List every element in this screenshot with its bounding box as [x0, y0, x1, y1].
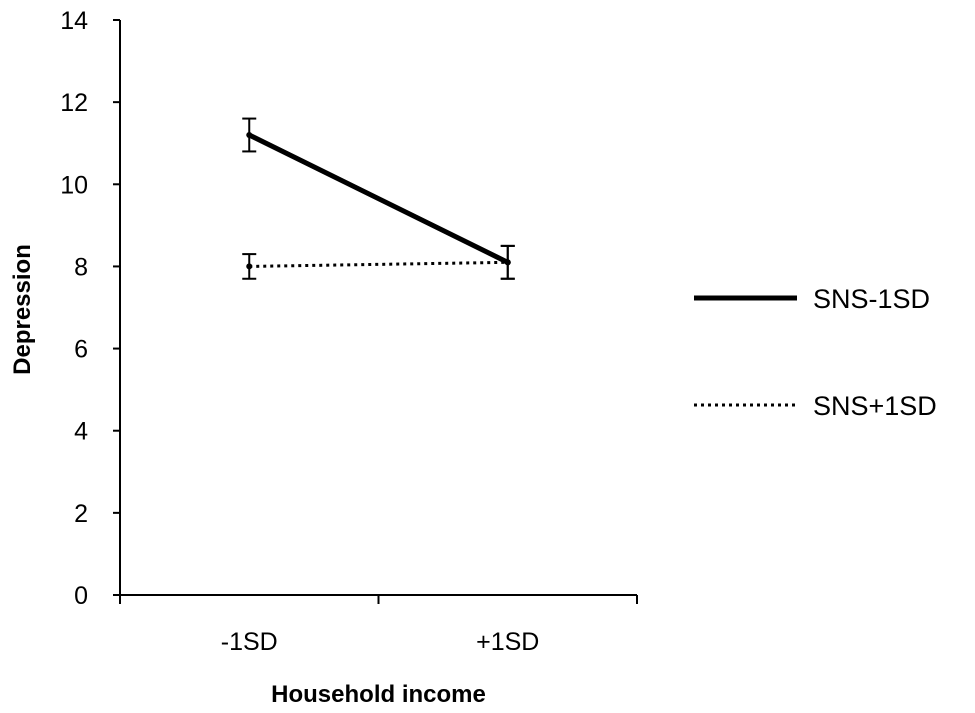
legend-label: SNS-1SD [813, 284, 930, 314]
data-point [246, 263, 253, 270]
series-1 [242, 117, 515, 280]
series-layer [242, 117, 515, 280]
axes [119, 20, 637, 596]
x-tick-label: -1SD [221, 628, 278, 656]
series-2 [242, 244, 515, 280]
series-line [248, 132, 509, 265]
data-point [504, 259, 511, 266]
y-tick-label: 6 [74, 336, 88, 364]
x-axis-title: Household income [271, 681, 486, 708]
legend: SNS-1SD SNS+1SD [694, 284, 937, 421]
x-axis-ticks: -1SD +1SD [119, 595, 638, 656]
y-tick-label: 2 [74, 500, 88, 528]
y-tick-label: 14 [60, 7, 88, 35]
y-tick-label: 10 [60, 171, 88, 199]
legend-item: SNS-1SD [694, 284, 930, 314]
y-tick-label: 4 [74, 418, 88, 446]
data-point [246, 132, 253, 138]
y-tick-label: 0 [74, 582, 88, 610]
legend-label: SNS+1SD [813, 391, 937, 421]
x-tick-label: +1SD [476, 628, 539, 656]
y-axis-title: Depression [9, 244, 36, 375]
y-axis-ticks: 0 2 4 6 8 10 12 14 [60, 7, 120, 610]
y-tick-label: 12 [60, 89, 88, 117]
y-tick-label: 8 [74, 253, 88, 281]
legend-item: SNS+1SD [694, 391, 937, 421]
series-line [249, 260, 508, 268]
